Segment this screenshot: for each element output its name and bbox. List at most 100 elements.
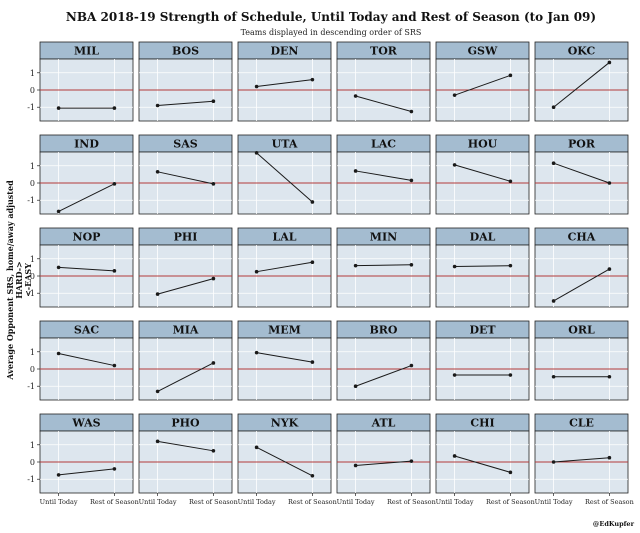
series-line-nop bbox=[58, 266, 115, 272]
point-rest-of-season-sas bbox=[211, 182, 216, 186]
panel-atl: ATL Until Today Rest of Season bbox=[336, 413, 436, 506]
y-axis-label: Average Opponent SRS, home/away adjusted… bbox=[5, 180, 33, 381]
point-rest-of-season-por bbox=[607, 181, 612, 185]
panel-title: BOS bbox=[172, 45, 199, 58]
series-line-ind bbox=[58, 183, 115, 212]
panel-title: DAL bbox=[470, 231, 496, 244]
panel-bos: BOS bbox=[138, 41, 233, 122]
series-line-atl bbox=[355, 460, 412, 466]
y-tick-label: 1 bbox=[30, 255, 35, 264]
panel-title: IND bbox=[74, 138, 99, 151]
y-tick-label: 1 bbox=[30, 441, 35, 450]
point-rest-of-season-uta bbox=[310, 200, 315, 204]
point-until-today-ind bbox=[56, 209, 61, 214]
point-rest-of-season-nop bbox=[112, 269, 117, 273]
y-tick-label: 0 bbox=[30, 179, 35, 188]
point-until-today-bos bbox=[155, 103, 160, 108]
x-tick-label: Until Today bbox=[337, 498, 375, 506]
panel-ind: IND 1 0 -1 bbox=[27, 134, 134, 215]
point-until-today-nyk bbox=[254, 445, 259, 450]
panel-title: SAS bbox=[173, 138, 197, 151]
x-tick-label: Rest of Season bbox=[90, 498, 139, 506]
panel-phi: PHI bbox=[138, 227, 233, 308]
panel-title: MIA bbox=[173, 324, 199, 337]
x-tick-label: Rest of Season bbox=[387, 498, 436, 506]
series-line-tor bbox=[355, 95, 412, 113]
panel-title: SAC bbox=[74, 324, 99, 337]
series-line-den bbox=[256, 79, 313, 88]
point-until-today-nop bbox=[56, 265, 61, 270]
point-until-today-por bbox=[551, 161, 556, 165]
panel-title: NOP bbox=[73, 231, 101, 244]
y-axis-label-line-3: <-EASY bbox=[23, 263, 33, 297]
x-tick-label: Rest of Season bbox=[189, 498, 238, 506]
panel-title: UTA bbox=[272, 138, 298, 151]
panel-dal: DAL bbox=[435, 227, 530, 308]
point-rest-of-season-bro bbox=[409, 363, 414, 368]
series-line-chi bbox=[454, 455, 511, 473]
point-until-today-min bbox=[353, 263, 358, 268]
panel-was: WAS 1 0 -1 Until Today Rest of Season bbox=[27, 413, 139, 506]
panel-mil: MIL 1 0 -1 bbox=[27, 41, 134, 122]
point-rest-of-season-mil bbox=[112, 106, 117, 110]
y-axis-label-line-1: Average Opponent SRS, home/away adjusted bbox=[5, 180, 15, 381]
point-rest-of-season-bos bbox=[211, 99, 216, 103]
point-until-today-mia bbox=[155, 389, 160, 394]
series-line-cha bbox=[553, 268, 610, 302]
panel-uta: UTA bbox=[237, 134, 332, 215]
panel-title: MIL bbox=[74, 45, 99, 58]
panel-tor: TOR bbox=[336, 41, 431, 122]
panel-pho: PHO Until Today Rest of Season bbox=[138, 413, 238, 506]
x-tick-label: Rest of Season bbox=[585, 498, 634, 506]
point-rest-of-season-phi bbox=[211, 276, 216, 281]
x-tick-label: Rest of Season bbox=[486, 498, 535, 506]
series-line-bro bbox=[355, 365, 412, 387]
panel-por: POR bbox=[534, 134, 629, 215]
point-rest-of-season-den bbox=[310, 77, 315, 82]
x-tick-label: Until Today bbox=[238, 498, 276, 506]
panel-title: NYK bbox=[271, 417, 299, 430]
series-line-mia bbox=[157, 362, 214, 392]
y-tick-label: -1 bbox=[27, 382, 35, 391]
point-until-today-det bbox=[452, 373, 457, 377]
point-until-today-mem bbox=[254, 350, 259, 355]
point-rest-of-season-det bbox=[508, 373, 513, 377]
point-rest-of-season-lac bbox=[409, 178, 414, 183]
panel-title: TOR bbox=[370, 45, 398, 58]
panel-title: CHI bbox=[470, 417, 494, 430]
panel-grid: MIL 1 0 -1 BOS DEN TOR GSW OKC IND 1 0 -1 SAS UTA LAC HO… bbox=[27, 41, 634, 506]
series-line-hou bbox=[454, 164, 511, 182]
series-line-phi bbox=[157, 278, 214, 295]
point-rest-of-season-okc bbox=[607, 60, 612, 65]
y-tick-label: 0 bbox=[30, 458, 35, 467]
panel-hou: HOU bbox=[435, 134, 530, 215]
point-until-today-cle bbox=[551, 460, 556, 464]
series-line-okc bbox=[553, 62, 610, 108]
chart-title: NBA 2018-19 Strength of Schedule, Until … bbox=[66, 10, 596, 24]
series-line-gsw bbox=[454, 74, 511, 96]
point-until-today-pho bbox=[155, 439, 160, 444]
panel-title: CHA bbox=[568, 231, 596, 244]
point-rest-of-season-mem bbox=[310, 360, 315, 364]
panel-title: BRO bbox=[369, 324, 397, 337]
panel-orl: ORL bbox=[534, 320, 629, 401]
panel-bro: BRO bbox=[336, 320, 431, 401]
panel-title: MEM bbox=[268, 324, 301, 337]
point-until-today-den bbox=[254, 84, 259, 89]
panel-title: PHI bbox=[174, 231, 198, 244]
x-tick-label: Rest of Season bbox=[288, 498, 337, 506]
series-line-bos bbox=[157, 100, 214, 106]
point-until-today-lac bbox=[353, 169, 358, 173]
panel-title: PHO bbox=[171, 417, 200, 430]
series-line-sas bbox=[157, 171, 214, 185]
point-until-today-was bbox=[56, 473, 61, 477]
panel-cha: CHA bbox=[534, 227, 629, 308]
panel-title: ORL bbox=[568, 324, 595, 337]
series-line-sac bbox=[58, 353, 115, 367]
y-tick-label: 0 bbox=[30, 86, 35, 95]
x-tick-label: Until Today bbox=[535, 498, 573, 506]
panel-title: MIN bbox=[370, 231, 397, 244]
point-until-today-atl bbox=[353, 463, 358, 468]
